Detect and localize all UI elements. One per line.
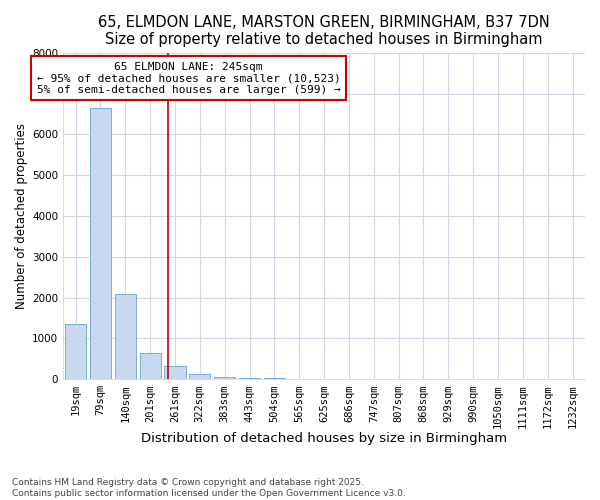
Title: 65, ELMDON LANE, MARSTON GREEN, BIRMINGHAM, B37 7DN
Size of property relative to: 65, ELMDON LANE, MARSTON GREEN, BIRMINGH… — [98, 15, 550, 48]
X-axis label: Distribution of detached houses by size in Birmingham: Distribution of detached houses by size … — [141, 432, 507, 445]
Bar — [115, 294, 136, 379]
Bar — [264, 378, 285, 379]
Bar — [189, 374, 211, 379]
Bar — [239, 378, 260, 379]
Bar — [65, 324, 86, 379]
Text: Contains HM Land Registry data © Crown copyright and database right 2025.
Contai: Contains HM Land Registry data © Crown c… — [12, 478, 406, 498]
Y-axis label: Number of detached properties: Number of detached properties — [15, 123, 28, 309]
Bar — [214, 377, 235, 379]
Text: 65 ELMDON LANE: 245sqm
← 95% of detached houses are smaller (10,523)
5% of semi-: 65 ELMDON LANE: 245sqm ← 95% of detached… — [37, 62, 341, 95]
Bar — [164, 366, 185, 379]
Bar — [90, 108, 111, 379]
Bar — [140, 352, 161, 379]
